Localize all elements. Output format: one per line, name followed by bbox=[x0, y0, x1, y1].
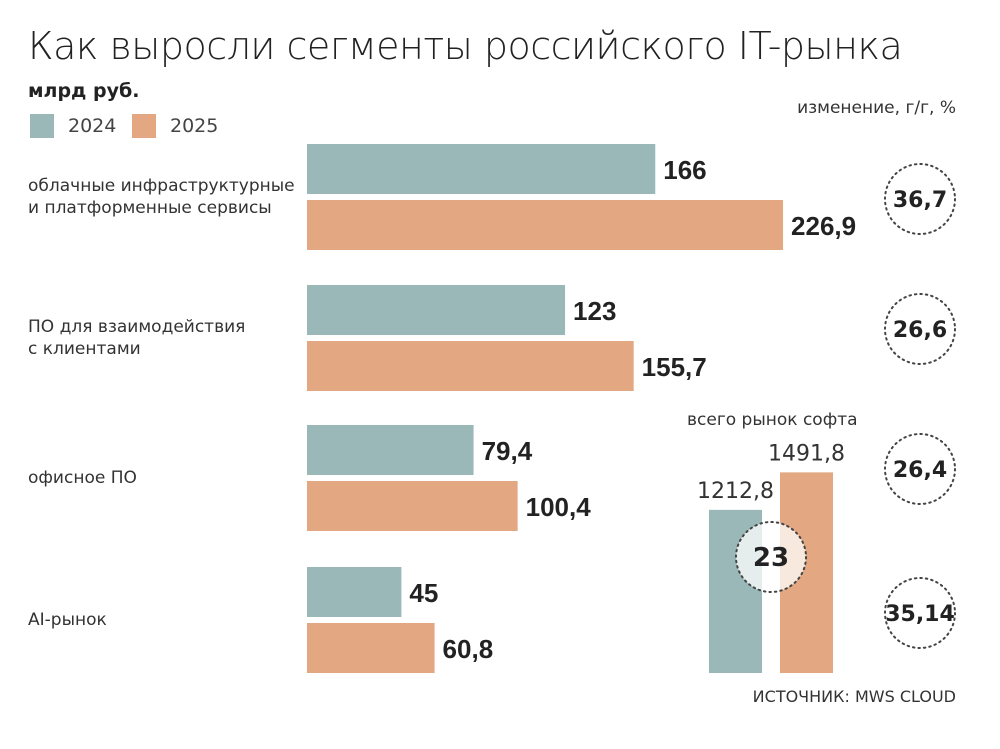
bar-2024 bbox=[307, 285, 566, 335]
total-change-circle bbox=[735, 521, 807, 593]
category-label-line: и платформенные сервисы bbox=[28, 198, 272, 218]
source: ИСТОЧНИК: MWS CLOUD bbox=[752, 687, 956, 706]
legend-item-2024: 2024 bbox=[30, 114, 116, 138]
change-circle bbox=[884, 433, 956, 505]
category-label-line: облачные инфраструктурные bbox=[28, 176, 295, 196]
chart-subtitle: млрд руб. bbox=[28, 80, 140, 102]
legend-label: 2025 bbox=[170, 115, 219, 137]
change-value: 36,7 bbox=[893, 188, 947, 213]
data-label: 226,9 bbox=[791, 211, 856, 241]
category-label: ПО для взаимодействия с клиентами bbox=[28, 316, 245, 360]
category-label-line: офисное ПО bbox=[28, 468, 137, 488]
data-label: 123 bbox=[573, 296, 616, 326]
category-label: облачные инфраструктурные и платформенные… bbox=[28, 175, 295, 219]
change-value: 26,6 bbox=[893, 318, 947, 343]
total-change-value: 23 bbox=[753, 543, 789, 573]
bar-2025 bbox=[307, 200, 784, 250]
change-circle bbox=[884, 577, 956, 649]
bar-2025 bbox=[307, 623, 435, 673]
category-label: офисное ПО bbox=[28, 467, 137, 489]
category-label-line: ПО для взаимодействия bbox=[28, 317, 246, 337]
bar-2024 bbox=[307, 567, 402, 617]
category-label-line: с клиентами bbox=[28, 339, 141, 359]
change-value: 35,14 bbox=[885, 602, 955, 627]
legend-label: 2024 bbox=[68, 115, 117, 137]
bar-2025 bbox=[307, 341, 634, 391]
bar-2025 bbox=[307, 481, 518, 531]
bar-2024 bbox=[307, 144, 656, 194]
change-circle bbox=[884, 293, 956, 365]
category-label: AI-рынок bbox=[28, 609, 107, 631]
data-label: 79,4 bbox=[482, 436, 533, 466]
total-data-label: 1212,8 bbox=[697, 479, 774, 504]
legend-swatch bbox=[30, 114, 54, 138]
legend-item-2025: 2025 bbox=[132, 114, 218, 138]
total-data-label: 1491,8 bbox=[768, 441, 845, 466]
bar-2024 bbox=[307, 425, 474, 475]
data-label: 45 bbox=[409, 578, 438, 608]
data-label: 100,4 bbox=[526, 492, 592, 522]
legend-swatch bbox=[132, 114, 156, 138]
chart-title: Как выросли сегменты российского IT-рынк… bbox=[28, 24, 903, 68]
total-label: всего рынок софта bbox=[687, 410, 858, 430]
data-label: 155,7 bbox=[642, 352, 707, 382]
change-value: 26,4 bbox=[893, 458, 947, 483]
change-header: изменение, г/г, % bbox=[797, 98, 956, 118]
data-label: 166 bbox=[663, 155, 706, 185]
change-circle bbox=[884, 163, 956, 235]
category-label-line: AI-рынок bbox=[28, 610, 107, 630]
data-label: 60,8 bbox=[443, 634, 494, 664]
